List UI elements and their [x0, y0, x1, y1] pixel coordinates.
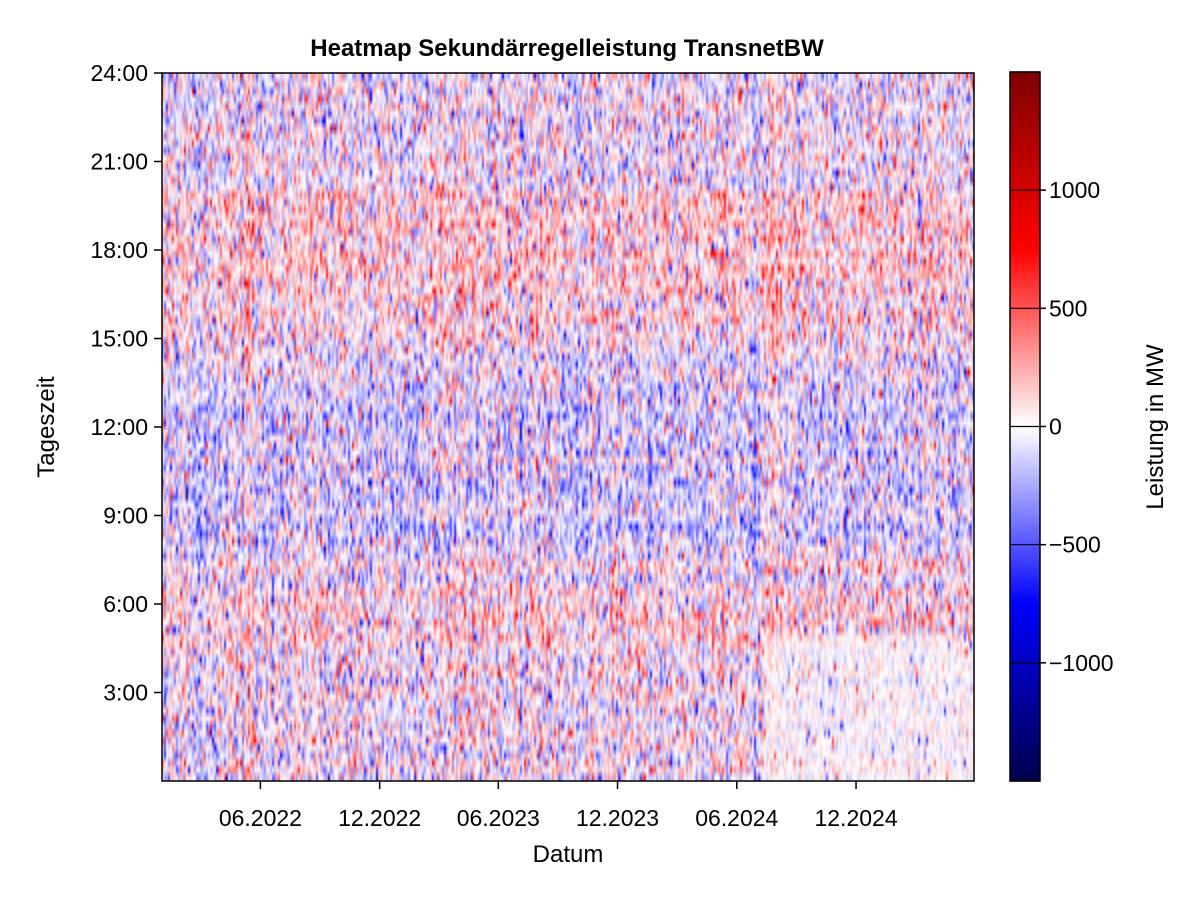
colorbar-frame [1009, 71, 1041, 782]
colorbar-ticks: −1000 −500 0 500 1000 [1010, 71, 1114, 782]
x-tick-label-0: 06.2022 [219, 805, 302, 831]
x-tick-label-5: 12.2024 [814, 805, 897, 831]
heatmap-image [162, 73, 974, 781]
x-tick-label-2: 06.2023 [457, 805, 540, 831]
y-tick-label-2: 9:00 [103, 503, 148, 529]
y-tick-label-0: 3:00 [103, 680, 148, 706]
y-tick-label-3: 12:00 [90, 414, 148, 440]
colorbar-tick-label-4: 1000 [1049, 177, 1100, 203]
x-tick-label-1: 12.2022 [338, 805, 421, 831]
chart-title: Heatmap Sekundärregelleistung TransnetBW [310, 35, 824, 62]
colorbar-tick-label-1: −500 [1049, 532, 1101, 558]
y-tick-label-4: 15:00 [90, 326, 148, 352]
y-tick-label-5: 18:00 [90, 237, 148, 263]
y-axis-label: Tageszeit [33, 376, 60, 478]
x-axis-label: Datum [533, 841, 604, 868]
colorbar: −1000 −500 0 500 1000 [1009, 71, 1114, 782]
x-axis: 06.2022 12.2022 06.2023 12.2023 06.2024 12.20… [219, 781, 898, 831]
colorbar-tick-label-3: 500 [1049, 295, 1087, 321]
y-axis: 3:00 6:00 9:00 12:00 15:00 18:00 21:00 24:00 [90, 60, 162, 706]
colorbar-tick-label-0: −1000 [1049, 650, 1114, 676]
x-tick-label-4: 06.2024 [695, 805, 778, 831]
colorbar-tick-label-2: 0 [1049, 414, 1062, 440]
x-tick-label-3: 12.2023 [576, 805, 659, 831]
y-tick-label-6: 21:00 [90, 149, 148, 175]
y-tick-label-1: 6:00 [103, 591, 148, 617]
heatmap-area [162, 73, 974, 781]
colorbar-label: Leistung in MW [1142, 344, 1169, 510]
y-tick-label-7: 24:00 [90, 60, 148, 86]
